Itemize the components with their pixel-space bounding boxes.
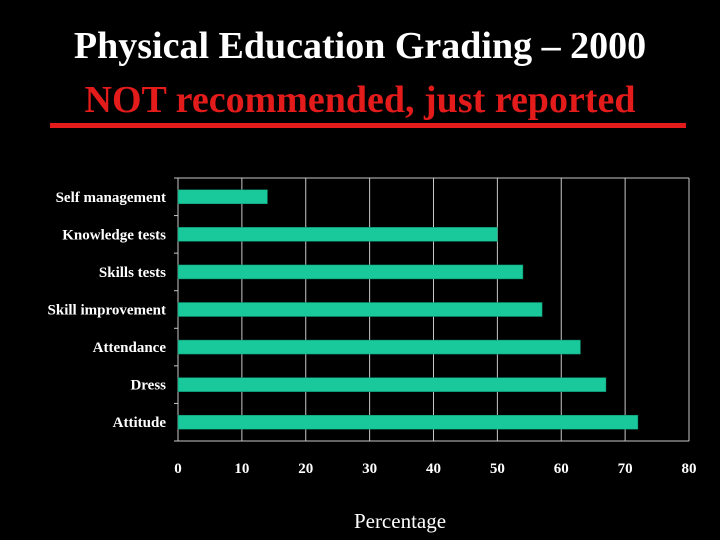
bar [177, 377, 607, 392]
bar [177, 264, 524, 280]
x-tick-label: 80 [682, 461, 697, 477]
x-tick-label: 10 [234, 461, 249, 477]
bar [177, 414, 639, 430]
chart-grid [174, 177, 690, 442]
x-tick-label: 20 [298, 461, 313, 477]
category-label: Dress [130, 378, 166, 394]
x-axis-label: Percentage [353, 509, 447, 533]
x-tick-label: 60 [554, 461, 569, 477]
x-tick-label: 70 [618, 461, 633, 477]
bar [177, 339, 581, 355]
bar [177, 189, 268, 205]
slide-subtitle: NOT recommended, just reported [84, 79, 636, 121]
category-label: Skills tests [99, 265, 166, 281]
category-label: Attitude [113, 415, 167, 431]
category-labels: Self management Knowledge tests Skills tes… [48, 190, 167, 431]
bar [177, 302, 543, 317]
bar [177, 227, 498, 242]
x-tick-labels: 0 10 20 30 40 50 60 70 80 [174, 461, 696, 477]
slide-title: Physical Education Grading – 2000 [73, 25, 647, 67]
x-tick-label: 50 [490, 461, 505, 477]
x-tick-label: 0 [174, 461, 182, 477]
x-tick-label: 30 [362, 461, 377, 477]
category-label: Self management [56, 190, 166, 206]
chart-bars [177, 189, 639, 430]
x-tick-label: 40 [426, 461, 441, 477]
subtitle-underline [50, 123, 686, 128]
category-label: Attendance [93, 340, 167, 356]
category-label: Skill improvement [48, 303, 166, 319]
category-label: Knowledge tests [62, 227, 166, 243]
